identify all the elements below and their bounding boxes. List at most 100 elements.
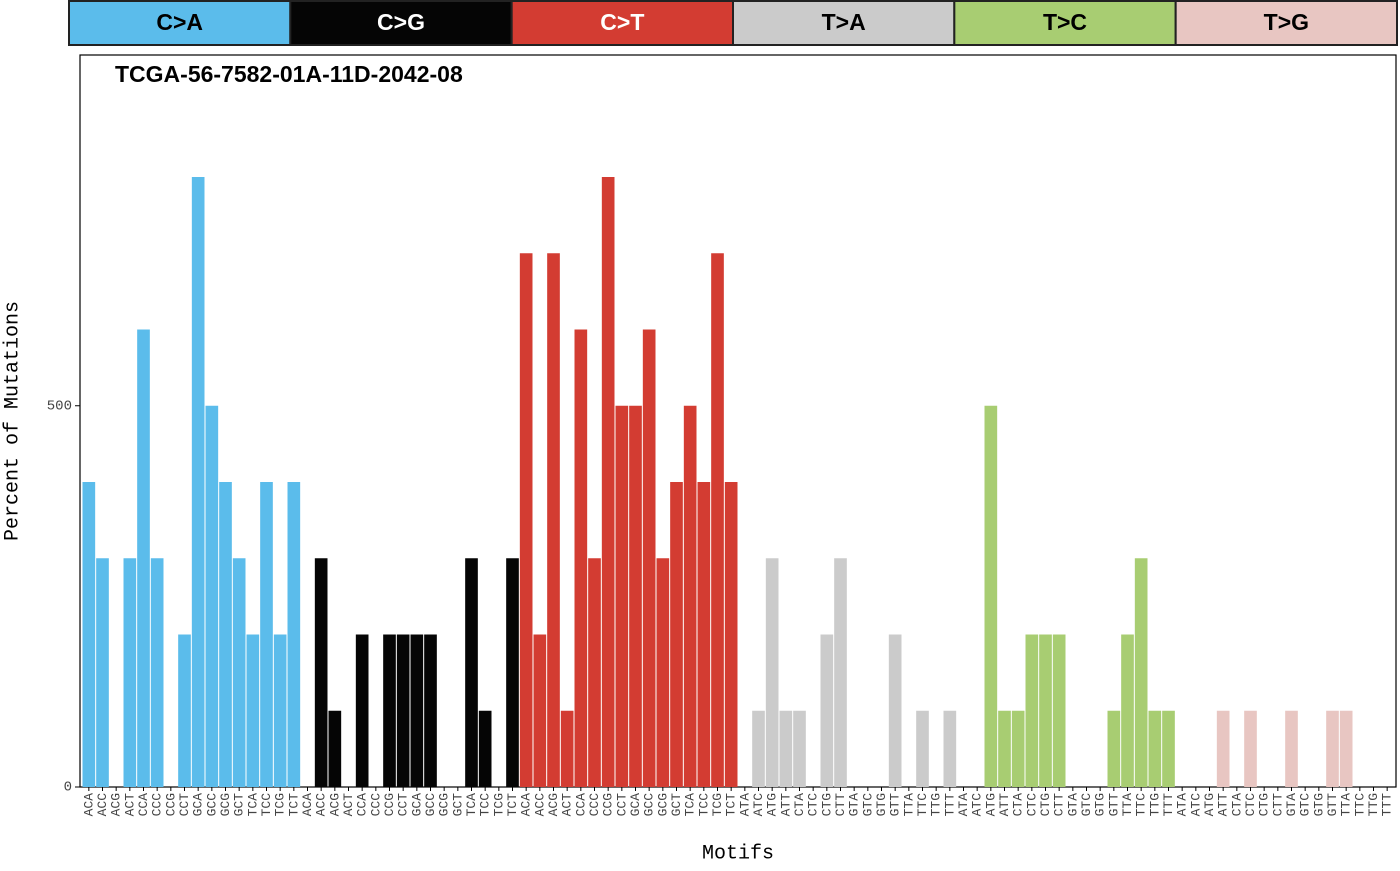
bar <box>752 710 765 787</box>
bar <box>478 710 492 787</box>
x-tick-label: ACT <box>341 793 356 817</box>
bar <box>465 558 478 787</box>
bar <box>506 558 519 787</box>
x-tick-label: TCA <box>464 793 479 817</box>
bar <box>656 558 670 787</box>
bar <box>916 710 929 787</box>
x-tick-label: GTT <box>1106 793 1121 817</box>
x-tick-label: ATC <box>970 793 985 817</box>
x-tick-label: ATG <box>765 793 780 816</box>
x-tick-label: CTG <box>1257 793 1272 816</box>
x-tick-label: CTT <box>833 793 848 817</box>
x-tick-label: ATA <box>1175 793 1190 817</box>
x-tick-label: CCC <box>587 793 602 817</box>
x-tick-label: CCT <box>177 793 192 817</box>
bar <box>1285 710 1298 787</box>
x-tick-label: ACT <box>560 793 575 817</box>
legend-label: C>G <box>377 9 425 35</box>
y-tick-label: 500 <box>47 398 72 414</box>
bar <box>1039 634 1052 787</box>
x-tick-label: TCG <box>273 793 288 816</box>
bar <box>1121 634 1134 787</box>
x-tick-label: GTC <box>860 793 875 817</box>
x-tick-label: CTG <box>1038 793 1053 816</box>
bar <box>765 558 779 787</box>
x-tick-label: TTT <box>942 793 957 817</box>
bar <box>1339 710 1353 787</box>
legend-label: T>A <box>822 9 866 35</box>
bar <box>178 634 191 787</box>
strip <box>1174 0 1398 46</box>
x-tick-label: ACT <box>122 793 137 817</box>
bar <box>96 558 109 787</box>
x-tick-label: TTA <box>1120 793 1135 817</box>
x-tick-label: GTG <box>1311 793 1326 816</box>
bar <box>383 634 396 787</box>
bar <box>697 482 711 787</box>
bar <box>123 558 137 787</box>
x-tick-label: TTA <box>901 793 916 817</box>
x-tick-label: TTG <box>929 793 944 816</box>
bar <box>219 482 232 787</box>
x-tick-label: ACA <box>519 793 534 817</box>
bar <box>287 482 301 787</box>
bar <box>1011 710 1025 787</box>
bar <box>1107 710 1121 787</box>
bar <box>683 405 697 787</box>
x-tick-label: TCC <box>478 793 493 817</box>
bar <box>1326 710 1339 787</box>
bar <box>547 253 560 787</box>
bar <box>273 634 287 787</box>
bar <box>984 405 998 787</box>
x-tick-label: ACG <box>109 793 124 816</box>
x-tick-label: TCC <box>259 793 274 817</box>
bar <box>1025 634 1039 787</box>
bar <box>615 405 629 787</box>
bar <box>191 177 205 787</box>
x-tick-label: TTA <box>1339 793 1354 817</box>
bar <box>246 634 260 787</box>
bar <box>601 177 615 787</box>
x-tick-label: CTT <box>1270 793 1285 817</box>
x-tick-label: ACC <box>314 793 329 817</box>
bar <box>137 329 150 787</box>
x-tick-label: GTA <box>847 793 862 817</box>
x-tick-label: GTA <box>1284 793 1299 817</box>
x-tick-label: GCG <box>437 793 452 816</box>
bar <box>711 253 724 787</box>
x-tick-label: CTT <box>1052 793 1067 817</box>
x-tick-label: GCC <box>642 793 657 817</box>
bar <box>560 710 574 787</box>
x-tick-label: GCG <box>655 793 670 816</box>
x-tick-label: TTT <box>1161 793 1176 817</box>
bar <box>410 634 424 787</box>
x-tick-label: ATA <box>956 793 971 817</box>
x-tick-label: ACC <box>95 793 110 817</box>
x-tick-label: CTC <box>1243 793 1258 817</box>
y-axis-label: Percent of Mutations <box>1 301 24 541</box>
x-tick-label: ACA <box>300 793 315 817</box>
x-tick-label: CCG <box>382 793 397 816</box>
bar <box>943 710 957 787</box>
x-tick-label: CTA <box>1011 793 1026 817</box>
strip <box>510 0 734 46</box>
x-tick-label: CCC <box>150 793 165 817</box>
strip <box>68 0 292 46</box>
strip <box>732 0 956 46</box>
x-tick-label: CTC <box>1024 793 1039 817</box>
bar <box>574 329 588 787</box>
x-tick-label: TCT <box>286 793 301 817</box>
x-tick-label: GCC <box>204 793 219 817</box>
x-tick-label: GTG <box>1093 793 1108 816</box>
legend-label: C>A <box>156 9 203 35</box>
bar <box>82 482 96 787</box>
x-tick-label: GCA <box>409 793 424 817</box>
x-tick-label: ATC <box>1188 793 1203 817</box>
bar <box>396 634 410 787</box>
bar <box>260 482 273 787</box>
bar <box>1216 710 1230 787</box>
bar <box>588 558 601 787</box>
bar <box>1244 710 1257 787</box>
bar <box>1148 710 1162 787</box>
